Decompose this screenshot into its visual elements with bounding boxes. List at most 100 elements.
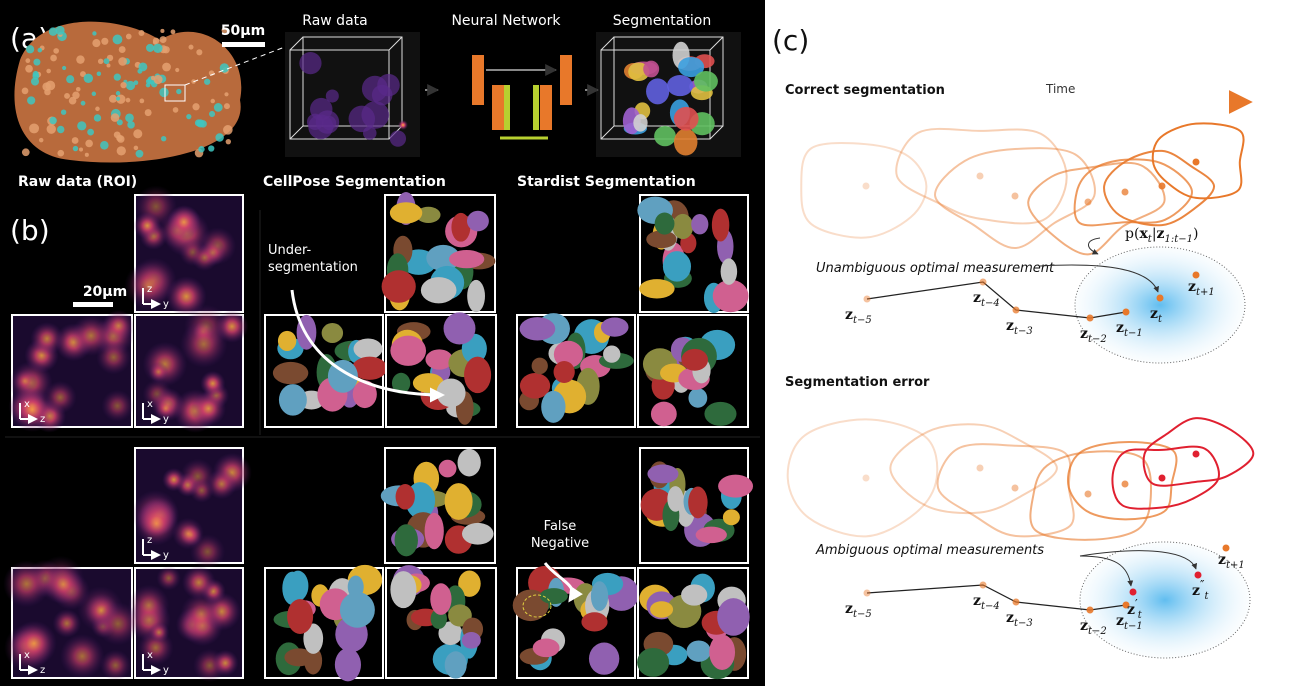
segmented-cell (420, 277, 457, 304)
tissue-cell (224, 92, 229, 97)
point-label: zt (1150, 306, 1163, 325)
segmented-cell (444, 651, 467, 679)
raw-nucleus (180, 320, 228, 368)
raw-blob (389, 130, 407, 147)
tissue-cell (225, 138, 231, 145)
tissue-cell (75, 86, 81, 92)
segmented-cell (436, 378, 466, 408)
math-sub: t−3 (1014, 326, 1033, 337)
step-title: Raw data (302, 13, 367, 29)
segmented-cell (704, 401, 737, 426)
tissue-cell (208, 110, 216, 118)
tissue-cell (87, 128, 94, 136)
math-sub: t−4 (981, 298, 1000, 309)
network-layer (504, 85, 510, 130)
segmented-cell (389, 202, 423, 224)
math-sub: t−2 (1088, 626, 1107, 637)
math-base: z (1188, 279, 1196, 295)
tissue-cell (33, 58, 41, 66)
axis-label: z (147, 284, 152, 295)
segmented-cell (519, 372, 551, 399)
tissue-cell (196, 49, 203, 56)
tissue-cell (223, 103, 230, 110)
point-label: zt−3 (1006, 610, 1033, 629)
time-label: Time (1045, 82, 1075, 96)
segmented-cell (391, 372, 411, 394)
tissue-cell (100, 141, 109, 150)
point-label: zt−3 (1006, 318, 1033, 337)
tissue-cell (170, 29, 176, 35)
cell-contour (895, 127, 1068, 225)
segmented-cell (695, 526, 727, 544)
tissue-cell (198, 146, 205, 153)
tissue-cell (153, 43, 163, 54)
tissue-cell (138, 30, 145, 36)
segmented-cell (464, 356, 492, 394)
axis-label: x (147, 650, 153, 661)
axis-glyph (142, 539, 159, 555)
raw-nucleus (43, 380, 77, 414)
cell-center (1192, 450, 1200, 458)
segmented-cell (688, 388, 708, 408)
measurement (979, 278, 987, 286)
tissue-cell (42, 82, 51, 91)
segmented-cell (581, 612, 608, 632)
cell-contour (1066, 441, 1178, 521)
axis-glyph (142, 403, 159, 419)
axis-label: x (24, 650, 30, 661)
point-label: zt−5 (845, 307, 872, 326)
raw-nucleus (166, 276, 207, 317)
math-sub: t−2 (1088, 334, 1107, 345)
tissue-cell (120, 81, 127, 89)
math-base: z (1218, 552, 1226, 568)
tissue-cell (186, 114, 192, 120)
tissue-cell (133, 129, 143, 139)
tissue-cell (213, 103, 223, 112)
raw-hot (398, 120, 408, 130)
segmented-cell (444, 483, 473, 520)
point-label: zt−1 (1116, 613, 1143, 632)
segmented-cell (681, 348, 709, 371)
tissue-cell (77, 121, 87, 131)
math-base: z (1150, 306, 1158, 322)
tissue-cell (116, 146, 126, 156)
network-layer (540, 85, 552, 130)
segmented-cell (590, 581, 609, 611)
math-base: z (845, 307, 853, 323)
cell-contour (1142, 417, 1255, 487)
math-sub: t (1138, 610, 1143, 621)
tissue-cell (48, 27, 58, 36)
segmented-cell (650, 601, 674, 618)
zoom-line (184, 44, 291, 86)
segmented-cell (688, 486, 708, 519)
tissue-cell (96, 71, 102, 76)
math-sub: t−3 (1014, 618, 1033, 629)
segmented-cell (672, 213, 694, 240)
tissue-cell (146, 43, 155, 52)
tissue-cell (204, 78, 211, 85)
segmented-cell (722, 509, 740, 526)
raw-nucleus (156, 565, 181, 591)
math-part: 1:t−1 (1165, 234, 1194, 245)
tissue-cell (172, 107, 179, 113)
tissue-cell (125, 33, 132, 40)
tissue-cell (50, 54, 57, 62)
segmented-cell (532, 638, 560, 658)
tissue-cell (101, 37, 109, 45)
seg-cell (673, 106, 699, 131)
step-title: Segmentation (613, 13, 711, 29)
raw-nucleus (133, 211, 162, 240)
cell-contour (1103, 149, 1216, 227)
math-sup: ″ (1200, 578, 1205, 592)
segmented-cell (277, 330, 297, 351)
annotation: False (544, 519, 577, 534)
tissue-cell (221, 27, 228, 34)
segmented-cell (512, 589, 549, 622)
math-part: z (1157, 226, 1165, 242)
annotation: Negative (531, 536, 589, 551)
math-part: p( (1125, 226, 1139, 242)
segmented-cell (720, 258, 738, 285)
seg-cell (678, 56, 705, 78)
segmented-cell (717, 598, 750, 636)
panel-label: (c) (772, 24, 809, 57)
